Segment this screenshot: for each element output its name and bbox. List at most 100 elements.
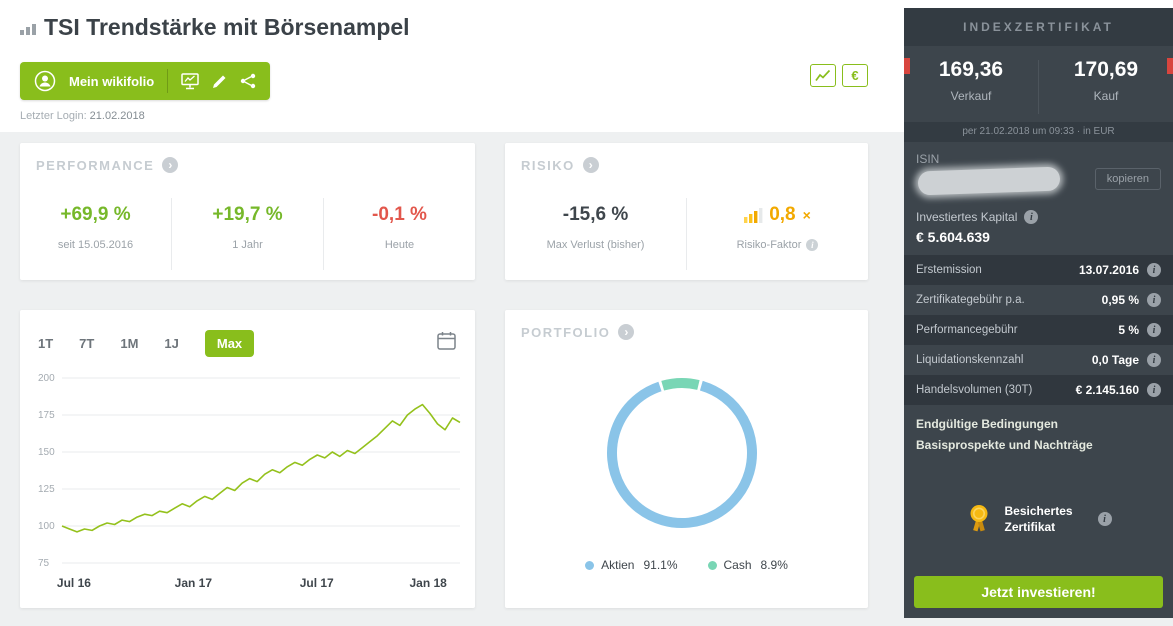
invest-now-button[interactable]: Jetzt investieren! <box>914 576 1163 608</box>
monitor-chart-icon[interactable] <box>181 72 199 90</box>
range-7t-button[interactable]: 7T <box>79 336 95 351</box>
legend-dot-cash <box>707 560 717 570</box>
chevron-right-icon: › <box>618 324 635 340</box>
ribbon-right <box>1167 58 1173 74</box>
price-divider <box>1038 60 1039 114</box>
chart-view-button[interactable] <box>810 64 836 87</box>
performance-card: PERFORMANCE › +69,9 % seit 15.05.2016 +1… <box>20 143 475 280</box>
max-loss-label: Max Verlust (bisher) <box>546 239 645 251</box>
range-1t-button[interactable]: 1T <box>38 336 54 351</box>
svg-text:75: 75 <box>38 558 50 569</box>
portfolio-donut-chart <box>607 378 757 528</box>
calendar-icon <box>437 332 456 350</box>
isin-value-redacted <box>917 166 1061 196</box>
line-chart-icon <box>815 69 831 81</box>
calendar-button[interactable] <box>436 330 457 356</box>
portfolio-card: PORTFOLIO › Aktien 91.1% Cash 8.9% <box>505 310 868 608</box>
buy-price: 170,69 Kauf <box>1039 58 1173 122</box>
risk-factor-label-row: Risiko-Faktor i <box>687 239 868 251</box>
performance-card-header[interactable]: PERFORMANCE › <box>36 157 179 173</box>
my-wikifolio-button-group: Mein wikifolio <box>20 62 271 100</box>
performance-1-year: +19,7 % 1 Jahr <box>172 198 324 270</box>
table-row: Liquidationskennzahl 0,0 Tage i <box>904 345 1173 375</box>
legend-item-cash: Cash 8.9% <box>707 558 788 572</box>
bar-chart-icon <box>20 24 36 41</box>
buy-price-label: Kauf <box>1093 89 1119 103</box>
performance-value: -0,1 % <box>372 204 427 225</box>
certificate-panel: INDEXZERTIFIKAT 169,36 Verkauf 170,69 Ka… <box>904 8 1173 618</box>
legend-label: Aktien <box>601 558 635 572</box>
secured-certificate-label: Besichertes Zertifikat <box>1004 504 1073 535</box>
sell-price-value: 169,36 <box>938 58 1004 81</box>
secured-certificate: Besichertes Zertifikat i <box>904 503 1173 535</box>
max-loss-value: -15,6 % <box>562 204 629 225</box>
chevron-right-icon: › <box>582 157 599 173</box>
certificate-type-header: INDEXZERTIFIKAT <box>904 8 1173 46</box>
euro-icon: € <box>851 68 859 83</box>
pencil-icon[interactable] <box>212 74 227 89</box>
svg-text:Jan 18: Jan 18 <box>409 576 447 590</box>
range-1m-button[interactable]: 1M <box>120 336 139 351</box>
divider <box>167 69 169 93</box>
risk-card: RISIKO › -15,6 % Max Verlust (bisher) 0,… <box>505 143 868 280</box>
risk-factor-value-row: 0,8 × <box>687 204 868 226</box>
table-row: Performancegebühr 5 % i <box>904 315 1173 345</box>
final-terms-link[interactable]: Endgültige Bedingungen <box>916 417 1058 431</box>
price-section: 169,36 Verkauf 170,69 Kauf <box>904 46 1173 122</box>
table-row: Zertifikategebühr p.a. 0,95 % i <box>904 285 1173 315</box>
legend-label: Cash <box>723 558 752 572</box>
donut-legend: Aktien 91.1% Cash 8.9% <box>505 558 868 572</box>
sell-price: 169,36 Verkauf <box>904 58 1038 122</box>
info-icon[interactable]: i <box>1147 383 1161 397</box>
info-icon[interactable]: i <box>1147 293 1161 307</box>
last-login: Letzter Login: 21.02.2018 <box>20 110 145 122</box>
base-prospectus-link[interactable]: Basisprospekte und Nachträge <box>916 438 1093 452</box>
range-selector: 1T 7T 1M 1J Max <box>38 330 255 357</box>
share-icon[interactable] <box>240 73 256 89</box>
chevron-right-icon: › <box>162 157 179 173</box>
legend-dot-aktien <box>585 560 595 570</box>
risk-factor-value: 0,8 <box>769 204 796 225</box>
risk-card-header[interactable]: RISIKO › <box>521 157 599 173</box>
page-header: TSI Trendstärke mit Börsenampel <box>20 14 410 41</box>
svg-text:175: 175 <box>38 410 55 421</box>
info-icon[interactable]: i <box>1097 512 1112 527</box>
performance-values: +69,9 % seit 15.05.2016 +19,7 % 1 Jahr -… <box>20 198 475 270</box>
performance-value: +69,9 % <box>60 204 131 225</box>
performance-label: seit 15.05.2016 <box>57 239 134 251</box>
isin-section: ISIN kopieren <box>904 142 1173 204</box>
performance-title: PERFORMANCE <box>36 157 155 173</box>
document-links: Endgültige Bedingungen Basisprospekte un… <box>904 405 1173 471</box>
performance-today: -0,1 % Heute <box>324 198 475 270</box>
risk-values: -15,6 % Max Verlust (bisher) 0,8 × Risiko… <box>505 198 868 270</box>
risk-factor-multiplier: × <box>802 207 811 223</box>
legend-item-aktien: Aktien 91.1% <box>585 558 678 572</box>
badge-icon <box>970 505 987 532</box>
info-icon[interactable]: i <box>1024 210 1039 224</box>
info-icon[interactable]: i <box>806 239 819 251</box>
ribbon-left <box>904 58 910 74</box>
range-1j-button[interactable]: 1J <box>164 336 179 351</box>
risk-factor: 0,8 × Risiko-Faktor i <box>687 198 868 270</box>
currency-button[interactable]: € <box>842 64 868 87</box>
risk-factor-label: Risiko-Faktor <box>736 239 802 251</box>
info-icon[interactable]: i <box>1147 323 1161 337</box>
copy-isin-button[interactable]: kopieren <box>1094 168 1161 190</box>
range-max-button[interactable]: Max <box>204 330 255 357</box>
table-row: Erstemission 13.07.2016 i <box>904 255 1173 285</box>
svg-text:Jan 17: Jan 17 <box>175 576 213 590</box>
table-row: Handelsvolumen (30T) € 2.145.160 i <box>904 375 1173 405</box>
invested-capital-label: Investiertes Kapital <box>916 210 1018 224</box>
header-quick-actions: € <box>810 64 868 87</box>
performance-label: Heute <box>384 239 415 251</box>
quote-timestamp: per 21.02.2018 um 09:33 · in EUR <box>904 122 1173 142</box>
my-wikifolio-button[interactable]: Mein wikifolio <box>69 73 155 89</box>
svg-text:Jul 17: Jul 17 <box>300 576 334 590</box>
portfolio-card-header[interactable]: PORTFOLIO › <box>521 324 635 340</box>
info-icon[interactable]: i <box>1147 353 1161 367</box>
svg-text:125: 125 <box>38 484 55 495</box>
user-circle-icon[interactable] <box>34 70 56 92</box>
invested-capital: Investiertes Kapital i € 5.604.639 <box>904 204 1173 255</box>
legend-value: 91.1% <box>643 558 678 572</box>
info-icon[interactable]: i <box>1147 263 1161 277</box>
